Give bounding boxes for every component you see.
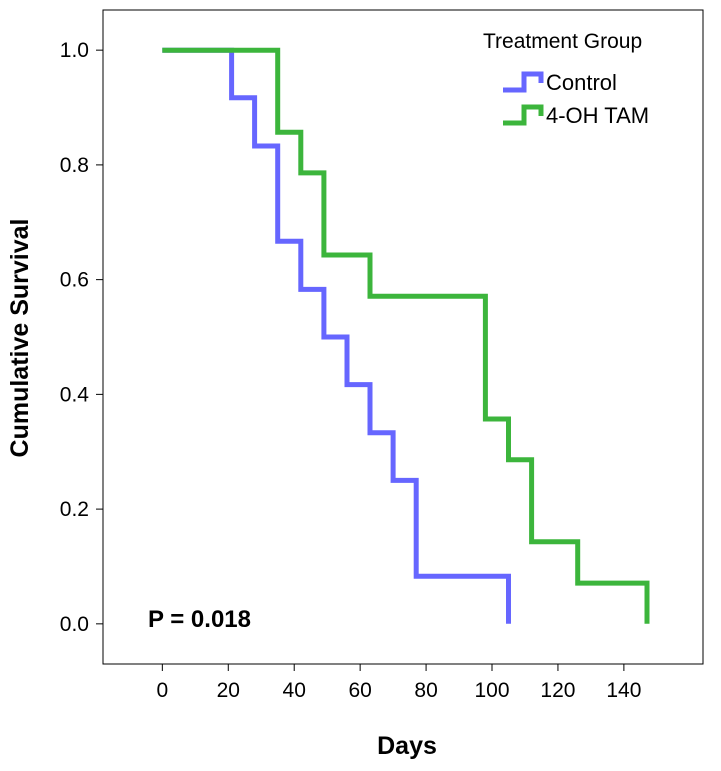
y-axis-title: Cumulative Survival: [6, 219, 34, 458]
series-line-control: [162, 47, 511, 624]
x-tick-label: 140: [606, 679, 641, 702]
legend-label: 4-OH TAM: [546, 103, 649, 128]
x-tick-label: 40: [283, 679, 306, 702]
x-tick-label: 60: [348, 679, 371, 702]
legend-swatch: [503, 104, 544, 126]
x-axis-title: Days: [377, 732, 437, 760]
x-tick-label: 120: [540, 679, 575, 702]
series-line-4-oh-tam: [162, 47, 650, 624]
y-tick-label: 1.0: [60, 39, 89, 62]
x-tick-label: 80: [414, 679, 437, 702]
series-layer: [162, 47, 650, 624]
x-tick-label: 100: [474, 679, 509, 702]
x-tick-label: 20: [217, 679, 240, 702]
legend-label: Control: [546, 70, 617, 95]
plot-frame: [102, 9, 704, 665]
legend-items: Control 4-OH TAM: [503, 70, 649, 128]
y-tick-label: 0.2: [60, 498, 89, 521]
legend-swatch: [503, 71, 544, 93]
x-axis: 0 20 40 60 80 100 120 140: [156, 664, 641, 702]
legend: Treatment Group Control 4-OH TAM: [483, 30, 649, 128]
y-tick-label: 0.4: [60, 383, 90, 406]
legend-title: Treatment Group: [483, 30, 642, 53]
x-tick-label: 0: [156, 679, 168, 702]
y-axis: 0.0 0.2 0.4 0.6 0.8 1.0: [60, 39, 103, 636]
y-tick-label: 0.6: [60, 269, 89, 292]
y-tick-label: 0.0: [60, 613, 89, 636]
y-tick-label: 0.8: [60, 154, 89, 177]
p-value-annotation: P = 0.018: [148, 606, 251, 633]
